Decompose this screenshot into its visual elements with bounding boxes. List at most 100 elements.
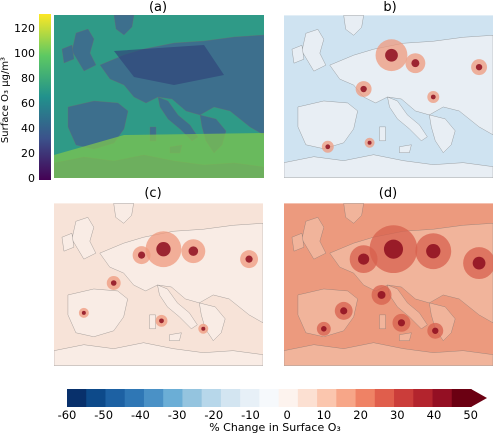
panel-d-label: (d) xyxy=(378,186,398,201)
land-mass xyxy=(149,314,156,330)
change-colorbar-tick: -50 xyxy=(94,408,114,422)
land-mass xyxy=(329,35,493,136)
change-colorbar-bin xyxy=(317,389,337,407)
land-mass xyxy=(113,15,135,36)
change-colorbar-title: % Change in Surface O₃ xyxy=(209,421,341,434)
ozone-change-core xyxy=(397,319,406,327)
land-mass xyxy=(284,154,493,178)
land-mass xyxy=(301,29,327,72)
change-colorbar-bin xyxy=(67,389,87,407)
abs-colorbar-tick: 20 xyxy=(21,147,35,160)
ozone-change-core xyxy=(430,94,436,100)
land-mass xyxy=(301,217,327,260)
change-colorbar-tick: 30 xyxy=(389,408,405,422)
ozone-change-core xyxy=(377,290,386,299)
land-mass xyxy=(198,302,226,342)
land-mass xyxy=(379,126,386,142)
change-colorbar-tick: 20 xyxy=(353,408,368,422)
ozone-change-core xyxy=(156,242,171,257)
change-colorbar-bin xyxy=(105,389,126,407)
ozone-change-core xyxy=(360,85,367,93)
change-colorbar-tick: 50 xyxy=(463,408,478,422)
change-colorbar-bin xyxy=(336,389,357,407)
land-mass xyxy=(297,288,358,338)
land-mass xyxy=(399,144,412,153)
change-colorbar-bin xyxy=(86,389,107,407)
change-colorbar-tick: -60 xyxy=(57,408,77,422)
land-mass xyxy=(428,302,456,342)
land-mass xyxy=(379,314,386,330)
low-ozone-region xyxy=(114,45,224,85)
land-mass xyxy=(169,332,182,341)
high-ozone-region xyxy=(54,133,264,178)
ozone-change-core xyxy=(321,326,327,332)
change-colorbar xyxy=(67,389,487,407)
colorbar-extend-arrow xyxy=(471,389,487,407)
ozone-change-core xyxy=(245,255,253,263)
ozone-change-core xyxy=(432,327,439,334)
abs-colorbar-tick: 0 xyxy=(28,172,35,185)
ozone-change-core xyxy=(188,246,199,256)
change-colorbar-bin xyxy=(432,389,453,407)
change-colorbar-bin xyxy=(374,389,395,407)
ozone-change-core xyxy=(475,63,483,71)
change-colorbar-bin xyxy=(124,389,145,407)
ozone-change-core xyxy=(367,140,372,145)
ozone-change-core xyxy=(340,307,348,315)
land-mass xyxy=(67,288,128,338)
change-colorbar-tick: -40 xyxy=(130,408,150,422)
ozone-change-core xyxy=(472,256,486,270)
ozone-change-core xyxy=(159,318,164,324)
ozone-change-core xyxy=(385,48,398,62)
change-colorbar-bin xyxy=(394,389,414,407)
ozone-change-core xyxy=(201,326,206,331)
land-mass xyxy=(399,332,412,341)
change-colorbar-bin xyxy=(220,389,241,407)
land-mass xyxy=(61,232,75,252)
land-mass xyxy=(71,217,97,260)
change-colorbar-bin xyxy=(240,389,260,407)
land-mass xyxy=(387,96,428,142)
panel-c-label: (c) xyxy=(144,186,162,201)
ozone-change-core xyxy=(137,251,146,259)
map-panel-a xyxy=(54,15,264,178)
map-panel-c xyxy=(54,203,263,366)
land-mass xyxy=(343,203,364,224)
land-mass xyxy=(54,342,263,366)
land-mass xyxy=(67,100,129,150)
land-mass xyxy=(387,284,428,330)
land-mass xyxy=(428,114,456,154)
abs-colorbar-tick: 100 xyxy=(14,47,35,60)
land-mass xyxy=(113,203,134,224)
change-colorbar-tick: -20 xyxy=(204,408,224,422)
land-mass xyxy=(71,28,97,72)
abs-colorbar-tick: 60 xyxy=(21,97,35,110)
ozone-change-core xyxy=(358,253,370,265)
panel-b-label: b) xyxy=(383,0,397,15)
change-colorbar-bin xyxy=(297,389,318,407)
abs-colorbar-tick: 120 xyxy=(14,22,35,35)
ozone-change-core xyxy=(110,280,117,286)
land-mass xyxy=(297,100,358,150)
change-colorbar-tick: 40 xyxy=(426,408,442,422)
change-colorbar-tick: -30 xyxy=(167,408,187,422)
change-colorbar-bin xyxy=(201,389,222,407)
abs-colorbar-tick: 80 xyxy=(21,72,35,85)
change-colorbar-bin xyxy=(182,389,203,407)
land-mass xyxy=(61,44,75,64)
change-colorbar-bin xyxy=(163,389,184,407)
change-colorbar-tick: 0 xyxy=(283,408,291,422)
map-panel-b xyxy=(284,15,493,178)
ozone-change-core xyxy=(81,310,86,315)
change-colorbar-tick: -10 xyxy=(241,408,260,422)
land-mass xyxy=(284,342,493,366)
ozone-change-core xyxy=(325,144,331,150)
land-mass xyxy=(157,284,198,330)
land-mass xyxy=(343,15,364,36)
ozone-change-core xyxy=(411,59,420,68)
land-mass xyxy=(291,232,305,252)
change-colorbar-bin xyxy=(355,389,376,407)
land-mass xyxy=(291,44,305,64)
change-colorbar-tick: 10 xyxy=(316,408,332,422)
change-colorbar-bin xyxy=(413,389,434,407)
